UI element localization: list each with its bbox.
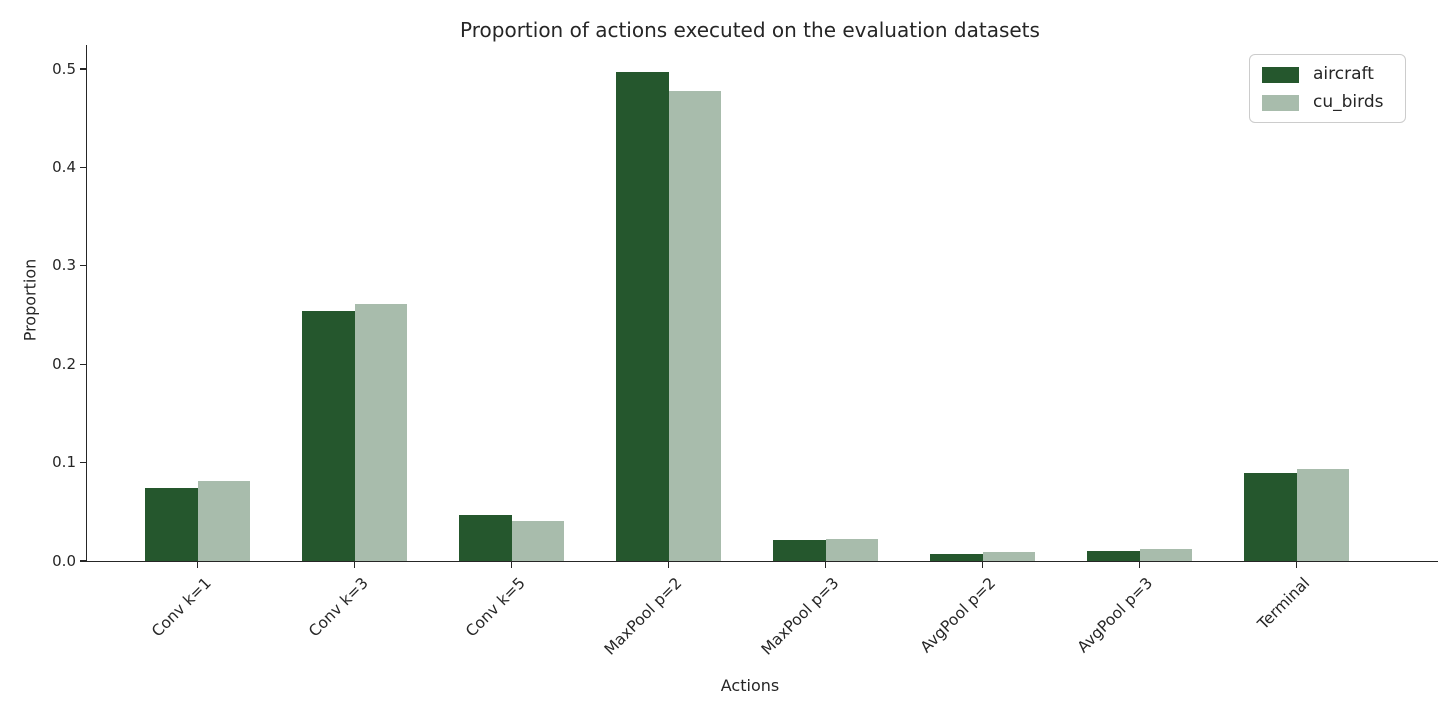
x-tick-mark <box>197 562 199 569</box>
bar-cu_birds <box>668 91 722 561</box>
x-tick-label: Conv k=1 <box>147 574 215 641</box>
legend-swatch-cu-birds <box>1262 94 1299 111</box>
y-tick-mark <box>80 461 86 464</box>
y-tick-label: 0.0 <box>52 551 76 570</box>
legend-label-cu-birds: cu_birds <box>1313 92 1384 112</box>
y-tick-label: 0.2 <box>52 354 76 373</box>
legend-item-aircraft: aircraft <box>1262 64 1393 85</box>
y-tick-mark <box>80 68 86 70</box>
x-tick-mark <box>825 562 827 569</box>
x-tick-label: MaxPool p=3 <box>757 574 843 659</box>
chart-title: Proportion of actions executed on the ev… <box>460 18 1040 42</box>
x-tick-mark <box>354 562 356 569</box>
bar-aircraft <box>459 515 512 561</box>
bar-cu_birds <box>1139 549 1193 561</box>
bar-cu_birds <box>825 539 879 561</box>
x-tick-mark <box>1296 562 1298 569</box>
x-tick-label: Conv k=3 <box>304 574 372 641</box>
legend-item-cu-birds: cu_birds <box>1262 92 1393 113</box>
x-tick-mark <box>1139 562 1141 569</box>
x-axis-label: Actions <box>720 676 780 695</box>
bar-aircraft <box>145 488 198 561</box>
bar-aircraft <box>302 311 355 561</box>
legend-swatch-aircraft <box>1262 66 1299 83</box>
y-tick-label: 0.1 <box>52 453 76 472</box>
y-tick-label: 0.5 <box>52 59 76 78</box>
bar-cu_birds <box>1296 469 1350 561</box>
y-tick-mark <box>80 265 86 267</box>
bar-aircraft <box>773 540 826 561</box>
x-tick-mark <box>982 562 984 569</box>
x-tick-mark <box>511 562 513 569</box>
y-tick-mark <box>80 560 86 562</box>
y-tick-mark <box>80 166 86 169</box>
x-tick-label: Terminal <box>1254 574 1314 634</box>
x-tick-label: Conv k=5 <box>461 574 529 641</box>
plot-area <box>86 45 1438 562</box>
x-tick-mark <box>668 562 670 569</box>
bar-aircraft <box>616 72 669 561</box>
y-tick-mark <box>80 363 86 365</box>
x-tick-label: AvgPool p=2 <box>917 574 1000 657</box>
bar-aircraft <box>1244 473 1297 561</box>
x-tick-label: AvgPool p=3 <box>1074 574 1157 657</box>
bar-cu_birds <box>354 304 408 561</box>
bar-cu_birds <box>511 521 565 561</box>
bar-cu_birds <box>982 552 1036 561</box>
legend-label-aircraft: aircraft <box>1313 64 1374 84</box>
bar-aircraft <box>930 554 983 561</box>
y-tick-label: 0.3 <box>52 256 76 275</box>
bar-aircraft <box>1087 551 1140 561</box>
x-tick-label: MaxPool p=2 <box>600 574 686 659</box>
bar-cu_birds <box>197 481 251 561</box>
y-tick-label: 0.4 <box>52 157 76 176</box>
legend: aircraft cu_birds <box>1249 54 1406 123</box>
